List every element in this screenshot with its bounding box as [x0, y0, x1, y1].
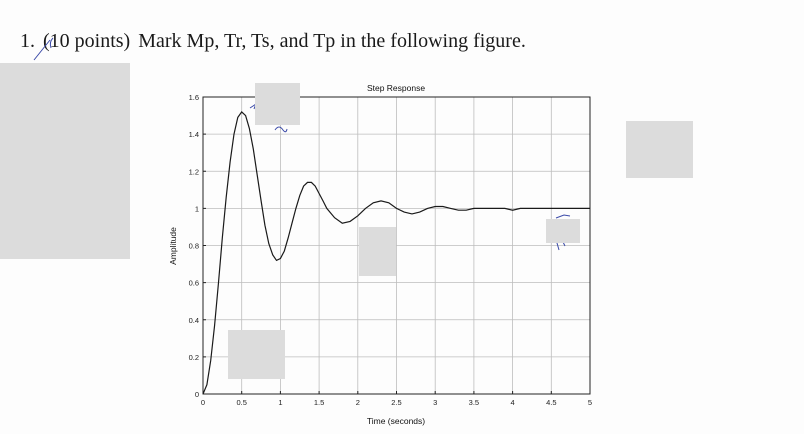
- x-tick-label: 5: [588, 398, 592, 407]
- y-tick-label: 0: [195, 390, 199, 399]
- x-tick-label: 4.5: [546, 398, 556, 407]
- y-tick-label: 0.8: [189, 242, 199, 251]
- question-text: 1. (10 points) Mark Mp, Tr, Ts, and Tp in …: [20, 30, 534, 53]
- y-tick-label: 1: [195, 204, 199, 213]
- chart-title: Step Response: [367, 83, 425, 93]
- step-response-line: [202, 110, 590, 395]
- question-number: 1.: [20, 30, 35, 52]
- pen-mark-question-number: [33, 37, 54, 61]
- redaction-box-left: [0, 63, 130, 259]
- x-tick-label: 4: [511, 398, 515, 407]
- y-axis-label: Amplitude: [168, 227, 178, 265]
- question-prompt: Mark Mp, Tr, Ts, and Tp in the following…: [138, 30, 526, 52]
- x-axis-label: Time (seconds): [367, 416, 425, 426]
- x-tick-label: 2: [356, 398, 360, 407]
- x-tick-label: 3: [433, 398, 437, 407]
- y-tick-labels: 0 0.2 0.4 0.6 0.8 1 1.2 1.4 1.6: [189, 93, 206, 399]
- y-tick-label: 1.6: [189, 93, 199, 102]
- question-points: (10 points): [43, 30, 131, 52]
- x-tick-label: 0.5: [236, 398, 246, 407]
- x-tick-label: 2.5: [391, 398, 401, 407]
- y-tick-label: 1.4: [189, 130, 199, 139]
- y-tick-label: 1.2: [189, 167, 199, 176]
- redaction-box-right: [626, 121, 693, 178]
- redaction-box-mid: [359, 227, 396, 276]
- redaction-box-bottom: [228, 330, 285, 379]
- y-tick-label: 0.2: [189, 353, 199, 362]
- redaction-box-peak: [255, 83, 300, 125]
- redaction-box-settle: [546, 219, 580, 243]
- x-tick-label: 3.5: [469, 398, 479, 407]
- y-tick-label: 0.6: [189, 279, 199, 288]
- y-tick-label: 0.4: [189, 316, 199, 325]
- x-tick-labels: 0 0.5 1 1.5 2 2.5 3 3.5 4 4.5 5: [201, 391, 592, 407]
- x-tick-label: 1: [278, 398, 282, 407]
- x-tick-label: 0: [201, 398, 205, 407]
- x-tick-label: 1.5: [314, 398, 324, 407]
